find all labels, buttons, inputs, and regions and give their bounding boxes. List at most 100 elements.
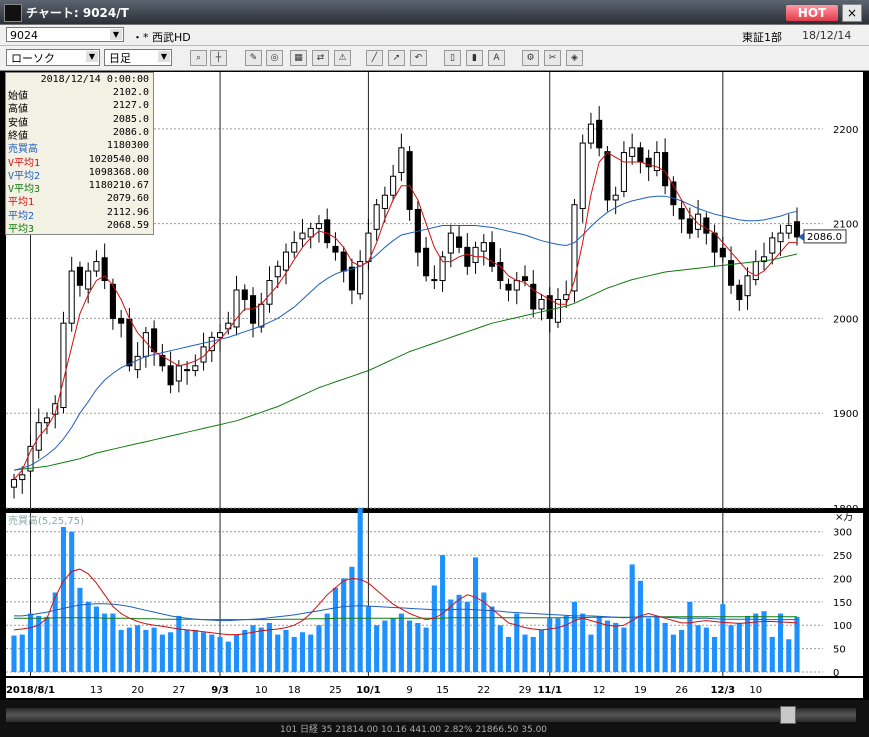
- candle[interactable]: [711, 232, 718, 253]
- candle[interactable]: [307, 227, 314, 238]
- candle[interactable]: [505, 283, 512, 291]
- candle-tool-icon[interactable]: ▯: [444, 50, 461, 66]
- candle[interactable]: [274, 265, 281, 278]
- candle[interactable]: [488, 242, 496, 267]
- close-button[interactable]: ×: [842, 4, 862, 22]
- candle[interactable]: [19, 474, 26, 481]
- candle[interactable]: [200, 346, 207, 363]
- period-select[interactable]: 日足 ▼: [104, 49, 172, 66]
- pointer-icon[interactable]: ➚: [388, 50, 405, 66]
- candle[interactable]: [241, 289, 248, 300]
- candle[interactable]: [760, 256, 768, 263]
- candle[interactable]: [456, 236, 463, 248]
- candle[interactable]: [340, 251, 347, 272]
- candle[interactable]: [85, 270, 92, 290]
- candle[interactable]: [76, 266, 83, 286]
- color-icon[interactable]: ◈: [566, 50, 583, 66]
- candle[interactable]: [554, 298, 562, 323]
- candle[interactable]: [258, 303, 265, 328]
- history-scrollbar[interactable]: [6, 708, 856, 722]
- candle[interactable]: [587, 123, 595, 144]
- candle[interactable]: [612, 194, 619, 201]
- hot-button[interactable]: HOT: [786, 5, 838, 21]
- candle[interactable]: [68, 270, 75, 324]
- candle[interactable]: [695, 213, 702, 230]
- candle[interactable]: [620, 152, 627, 192]
- candle[interactable]: [538, 298, 545, 310]
- line-tool-icon[interactable]: ╱: [366, 50, 383, 66]
- compare-icon[interactable]: ⇄: [312, 50, 329, 66]
- candle[interactable]: [299, 232, 306, 240]
- chart-area[interactable]: 2200 2100 2000 1900 1800 300 250 200 150 100 50 0 20…: [0, 72, 869, 700]
- candle[interactable]: [167, 365, 174, 386]
- candle[interactable]: [373, 204, 380, 230]
- tool-icon[interactable]: ✂: [544, 50, 561, 66]
- candle[interactable]: [736, 284, 743, 300]
- candle[interactable]: [43, 417, 51, 424]
- candle[interactable]: [398, 147, 405, 173]
- candle[interactable]: [431, 279, 438, 282]
- candle[interactable]: [662, 152, 669, 187]
- candle[interactable]: [447, 232, 454, 254]
- candle[interactable]: [315, 223, 323, 229]
- candle[interactable]: [703, 217, 710, 234]
- candle[interactable]: [596, 119, 603, 149]
- candle[interactable]: [752, 261, 759, 281]
- candle[interactable]: [645, 157, 652, 168]
- candle[interactable]: [390, 175, 397, 196]
- candle[interactable]: [423, 247, 430, 277]
- magnify-icon[interactable]: ◎: [266, 50, 283, 66]
- candle[interactable]: [332, 245, 339, 253]
- candle[interactable]: [93, 261, 100, 272]
- candle[interactable]: [439, 256, 446, 282]
- chevron-down-icon[interactable]: ▼: [86, 51, 98, 62]
- candle[interactable]: [670, 181, 677, 206]
- candle[interactable]: [126, 318, 133, 367]
- candle[interactable]: [291, 242, 298, 253]
- candle[interactable]: [134, 355, 141, 371]
- candle[interactable]: [769, 237, 776, 254]
- candle[interactable]: [348, 266, 355, 291]
- candle[interactable]: [233, 289, 240, 328]
- candle[interactable]: [678, 207, 685, 220]
- candle[interactable]: [216, 332, 224, 338]
- candle[interactable]: [472, 246, 479, 264]
- candle[interactable]: [719, 247, 726, 258]
- candle[interactable]: [546, 295, 553, 319]
- candle[interactable]: [785, 225, 792, 234]
- zoom-icon[interactable]: ⌕: [190, 50, 207, 66]
- candle[interactable]: [637, 147, 644, 163]
- stock-code-input[interactable]: 9024 ▼: [6, 27, 124, 42]
- candle[interactable]: [777, 232, 784, 243]
- candle[interactable]: [159, 354, 166, 367]
- candle[interactable]: [629, 147, 636, 157]
- candle[interactable]: [728, 260, 735, 286]
- settings-icon[interactable]: ⚙: [522, 50, 539, 66]
- candle[interactable]: [192, 365, 199, 372]
- candle[interactable]: [579, 142, 586, 209]
- candle[interactable]: [381, 194, 388, 209]
- candle[interactable]: [744, 275, 751, 297]
- candle[interactable]: [151, 328, 158, 353]
- candle[interactable]: [184, 369, 191, 372]
- candle[interactable]: [109, 283, 116, 319]
- candle[interactable]: [686, 218, 693, 234]
- candle[interactable]: [793, 221, 801, 238]
- candle[interactable]: [118, 317, 125, 324]
- candle[interactable]: [497, 262, 504, 282]
- candle[interactable]: [604, 151, 611, 201]
- bar-tool-icon[interactable]: ▮: [466, 50, 483, 66]
- candle[interactable]: [406, 151, 413, 210]
- candle[interactable]: [175, 365, 182, 382]
- all-icon[interactable]: A: [488, 50, 505, 66]
- candle[interactable]: [60, 322, 67, 409]
- candle[interactable]: [282, 251, 290, 271]
- candle[interactable]: [530, 283, 537, 310]
- undo-icon[interactable]: ↶: [410, 50, 427, 66]
- candle[interactable]: [653, 152, 660, 172]
- scrollbar-thumb[interactable]: [780, 706, 796, 724]
- candle[interactable]: [571, 204, 578, 292]
- candle[interactable]: [101, 257, 108, 282]
- candle[interactable]: [10, 479, 18, 488]
- crosshair-icon[interactable]: ┼: [210, 50, 227, 66]
